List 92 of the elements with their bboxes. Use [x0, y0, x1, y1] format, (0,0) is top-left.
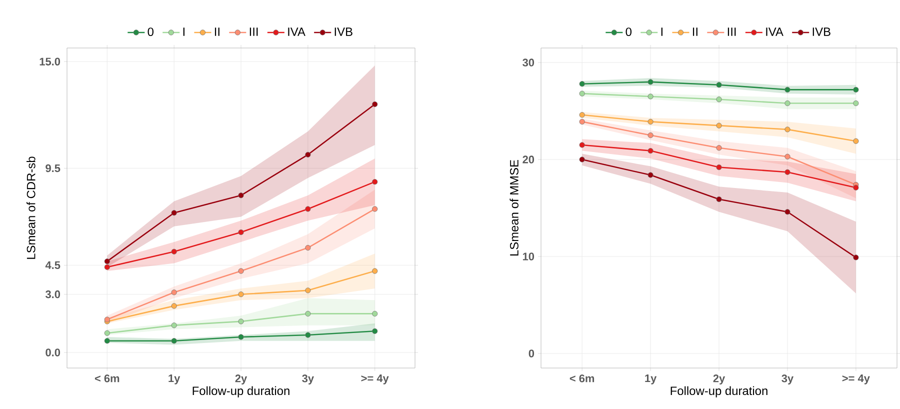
point — [579, 112, 585, 118]
point — [171, 210, 177, 216]
point — [579, 81, 585, 87]
legend-label: IVB — [334, 28, 352, 36]
legend-label: III — [250, 28, 258, 36]
x-tick-label: 1y — [168, 374, 180, 384]
y-tick-label: 4.5 — [45, 261, 60, 270]
legend-label: IVB — [812, 28, 830, 36]
point — [784, 169, 790, 175]
y-tick-label: 0 — [528, 350, 534, 358]
y-axis-title: LSmean of CDR-sb — [26, 156, 36, 259]
point — [853, 184, 859, 190]
point — [372, 206, 378, 212]
point — [648, 132, 654, 138]
point — [305, 332, 311, 338]
point — [648, 148, 654, 154]
point — [238, 318, 244, 324]
y-tick-label: 15.0 — [40, 58, 60, 66]
point — [648, 94, 654, 100]
x-axis-title: Follow-up duration — [192, 386, 290, 398]
x-axis-title: Follow-up duration — [670, 386, 768, 398]
point — [784, 126, 790, 132]
point — [104, 338, 110, 344]
x-tick-label: < 6m — [570, 374, 594, 382]
legend-label: IVA — [766, 28, 784, 36]
legend-label: 0 — [148, 28, 154, 36]
point — [853, 254, 859, 260]
point — [104, 330, 110, 336]
point — [579, 156, 585, 162]
y-tick-label: 10 — [522, 252, 534, 260]
legend-label: I — [661, 28, 662, 36]
point — [784, 154, 790, 160]
x-tick-label: 3y — [782, 374, 794, 384]
point — [648, 172, 654, 178]
point — [372, 328, 378, 334]
point — [853, 100, 859, 106]
point — [579, 90, 585, 96]
x-tick-label: < 6m — [94, 374, 120, 382]
point — [238, 292, 244, 298]
point — [171, 248, 177, 254]
y-tick-label: 0.0 — [46, 348, 60, 356]
point — [716, 82, 722, 88]
x-tick-label: 2y — [235, 374, 248, 384]
point — [716, 122, 722, 128]
legend-label: I — [183, 28, 184, 36]
point — [171, 338, 177, 344]
point — [372, 179, 378, 185]
point — [238, 192, 244, 198]
point — [171, 290, 177, 296]
point — [372, 101, 378, 108]
point — [171, 322, 177, 328]
x-tick-label: 3y — [302, 374, 314, 384]
point — [579, 118, 585, 124]
point — [853, 138, 859, 144]
point — [305, 288, 311, 294]
legend-label: 0 — [626, 28, 632, 36]
legend-label: IVA — [288, 28, 306, 36]
legend-label: III — [728, 28, 736, 36]
point — [372, 268, 378, 274]
point — [238, 334, 244, 340]
point — [305, 152, 311, 158]
y-axis-title: LSmean of MMSE — [510, 160, 518, 256]
y-tick-label: 3.0 — [45, 290, 60, 298]
x-tick-label: >= 4y — [842, 374, 870, 384]
point — [238, 229, 244, 236]
point — [579, 142, 585, 148]
point — [784, 86, 790, 92]
point — [305, 244, 311, 251]
y-tick-label: 9.5 — [46, 164, 60, 172]
point — [238, 268, 244, 274]
point — [784, 209, 790, 215]
y-tick-label: 20 — [522, 156, 534, 164]
point — [716, 145, 722, 151]
x-tick-label: >= 4y — [361, 374, 389, 384]
point — [784, 100, 790, 106]
point — [171, 303, 177, 309]
x-tick-label: 2y — [713, 374, 726, 384]
point — [305, 310, 311, 316]
point — [716, 164, 722, 170]
legend-label: II — [692, 28, 698, 36]
point — [716, 96, 722, 102]
point — [305, 206, 311, 212]
x-tick-label: 1y — [645, 374, 657, 384]
point — [104, 264, 110, 270]
point — [853, 86, 859, 92]
point — [372, 310, 378, 316]
point — [648, 79, 654, 85]
legend-label: II — [214, 28, 220, 36]
point — [648, 118, 654, 124]
y-tick-label: 30 — [522, 58, 534, 66]
point — [716, 196, 722, 202]
point — [104, 258, 110, 264]
